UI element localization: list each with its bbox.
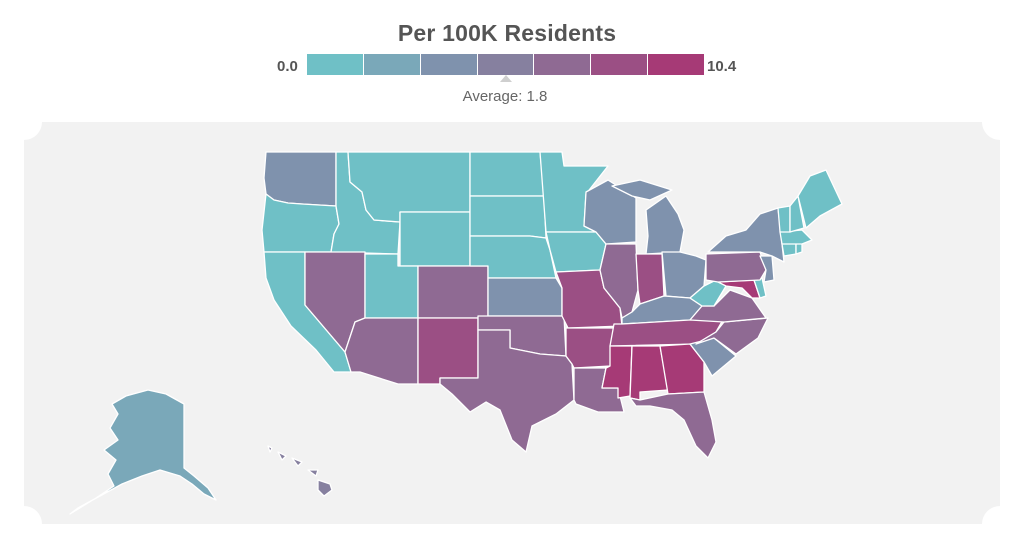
legend-bin-6 <box>591 54 649 75</box>
state-colorado[interactable] <box>417 265 489 319</box>
state-new-hampshire[interactable] <box>789 195 805 233</box>
state-alaska[interactable] <box>69 389 217 515</box>
state-washington[interactable] <box>263 151 337 207</box>
legend-color-scale <box>307 54 705 75</box>
average-marker-icon <box>500 75 512 82</box>
legend-bin-7 <box>648 54 705 75</box>
state-arkansas[interactable] <box>565 327 615 369</box>
legend-title: Per 100K Residents <box>397 20 617 46</box>
legend-bin-5 <box>534 54 592 75</box>
legend-min-label: 0.0 <box>277 58 298 75</box>
state-massachusetts[interactable] <box>779 229 813 245</box>
state-florida[interactable] <box>629 391 717 459</box>
state-texas[interactable] <box>439 329 575 453</box>
state-wyoming[interactable] <box>399 211 471 267</box>
states-layer <box>69 151 843 515</box>
state-new-mexico[interactable] <box>417 317 479 385</box>
state-maine[interactable] <box>797 169 843 229</box>
state-kansas[interactable] <box>487 277 563 317</box>
legend-max-label: 10.4 <box>707 58 737 75</box>
state-georgia[interactable] <box>659 343 705 395</box>
legend-bin-2 <box>363 54 421 75</box>
state-hawaii[interactable] <box>267 445 333 497</box>
state-michigan[interactable] <box>611 179 685 255</box>
state-iowa[interactable] <box>545 231 607 273</box>
state-wisconsin[interactable] <box>583 179 637 245</box>
state-pennsylvania[interactable] <box>705 251 767 283</box>
average-label: Average: 1.8 <box>462 88 548 105</box>
state-indiana[interactable] <box>635 253 665 305</box>
legend-bin-3 <box>420 54 478 75</box>
state-south-dakota[interactable] <box>469 195 547 239</box>
state-north-dakota[interactable] <box>469 151 545 197</box>
state-north-carolina[interactable] <box>695 317 769 355</box>
state-vermont[interactable] <box>777 205 791 233</box>
legend-bin-1 <box>307 54 364 75</box>
legend-bin-4 <box>477 54 535 75</box>
